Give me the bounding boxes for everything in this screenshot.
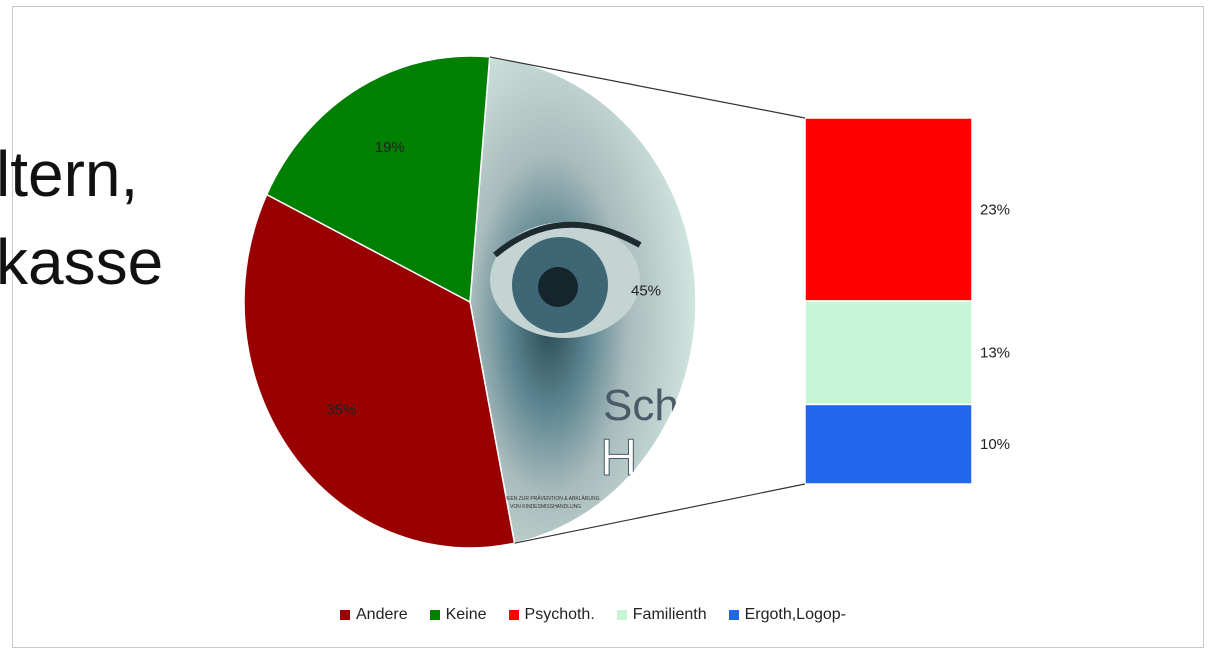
eye-lid — [493, 221, 642, 258]
legend-item: Ergoth,Logop- — [728, 606, 846, 624]
pie-slice-keine-value-label: 19% — [375, 139, 405, 156]
image-text-title: Scha — [603, 381, 704, 430]
bar-segment-familienth — [804, 300, 973, 406]
chart-legend: Andere Keine Psychoth. Familienth Ergoth,Log… — [340, 604, 846, 626]
legend-label: Ergoth,Logop- — [744, 606, 846, 623]
eye-pupil — [538, 267, 578, 307]
legend-swatch — [340, 610, 350, 620]
image-text-caption-2: VON KINDESMISSHANDLUNG — [510, 504, 581, 510]
background-text-line-2: kasse — [0, 226, 164, 298]
pie-slice-keine — [265, 55, 491, 304]
connector-line-bottom — [514, 483, 806, 544]
bar-segment-psychoth — [804, 117, 973, 302]
bar-segment-value-label: 23% — [980, 202, 1010, 219]
pie-slice-image-value-label: 45% — [631, 282, 661, 299]
background-text-line-1: ltern, — [0, 138, 139, 210]
legend-item: Familienth — [616, 606, 707, 624]
legend-swatch — [508, 610, 519, 620]
legend-label: Keine — [445, 606, 487, 623]
legend-label: Andere — [356, 606, 408, 623]
bar-segment-value-label: 13% — [980, 345, 1010, 362]
legend-swatch — [429, 610, 440, 620]
legend-item: Andere — [340, 606, 408, 624]
pie-slice-andere — [243, 193, 516, 549]
legend-item: Keine — [429, 606, 487, 624]
legend-swatch — [616, 610, 627, 620]
bar-segment-value-label: 10% — [980, 436, 1010, 453]
legend-item: Psychoth. — [508, 606, 595, 624]
image-text-letter: H — [600, 429, 638, 487]
legend-swatch — [728, 610, 739, 620]
legend-label: Familienth — [632, 606, 707, 623]
pie-slice-andere-value-label: 35% — [326, 401, 356, 418]
bar-segment-ergoth-logop — [804, 403, 973, 485]
image-text-caption-1: IDEEN ZUR PRÄVENTION & ABKLÄRUNG — [502, 495, 600, 502]
connector-line-top — [489, 56, 806, 119]
legend-label: Psychoth. — [524, 606, 595, 623]
